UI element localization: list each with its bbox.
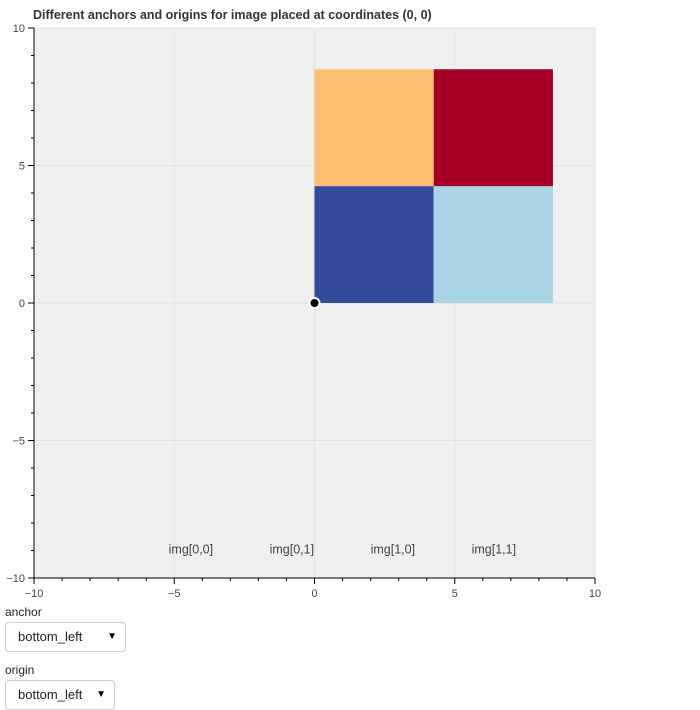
image-cell xyxy=(433,69,553,187)
anchor-label: anchor xyxy=(5,605,42,619)
origin-label: origin xyxy=(5,663,35,677)
anchor-point xyxy=(308,297,321,309)
y-tick-label: 5 xyxy=(19,161,25,173)
image-index-label: img[1,0] xyxy=(371,542,415,556)
image-cell xyxy=(314,186,434,303)
image-glyph xyxy=(314,69,553,303)
x-tick-label: −5 xyxy=(168,588,181,600)
image-cell xyxy=(314,69,434,187)
origin-select-value: bottom_left xyxy=(18,687,83,702)
chevron-down-icon: ▼ xyxy=(96,689,106,700)
image-index-label: img[1,1] xyxy=(472,542,516,556)
y-tick-label: 0 xyxy=(19,298,25,310)
axes: −10 −5 0 5 10 −10 −5 0 5 10 xyxy=(6,23,601,600)
x-tick-label: 10 xyxy=(589,588,601,600)
y-tick-label: −5 xyxy=(12,436,25,448)
image-cell xyxy=(433,186,553,303)
y-tick-label: −10 xyxy=(6,573,25,585)
annotations: img[0,0] img[0,1] img[1,0] img[1,1] xyxy=(169,542,516,556)
image-index-label: img[0,0] xyxy=(169,542,213,556)
anchor-select-value: bottom_left xyxy=(18,629,83,644)
x-tick-label: −10 xyxy=(25,588,44,600)
x-tick-label: 0 xyxy=(311,588,317,600)
y-tick-label: 10 xyxy=(13,23,25,35)
x-tick-label: 5 xyxy=(452,588,458,600)
image-index-label: img[0,1] xyxy=(270,542,314,556)
chart-title: Different anchors and origins for image … xyxy=(33,8,432,22)
anchor-point-layer xyxy=(308,297,321,309)
chevron-down-icon: ▼ xyxy=(107,631,117,642)
origin-select[interactable]: bottom_left ▼ xyxy=(5,680,115,710)
anchor-select[interactable]: bottom_left ▼ xyxy=(5,622,126,652)
